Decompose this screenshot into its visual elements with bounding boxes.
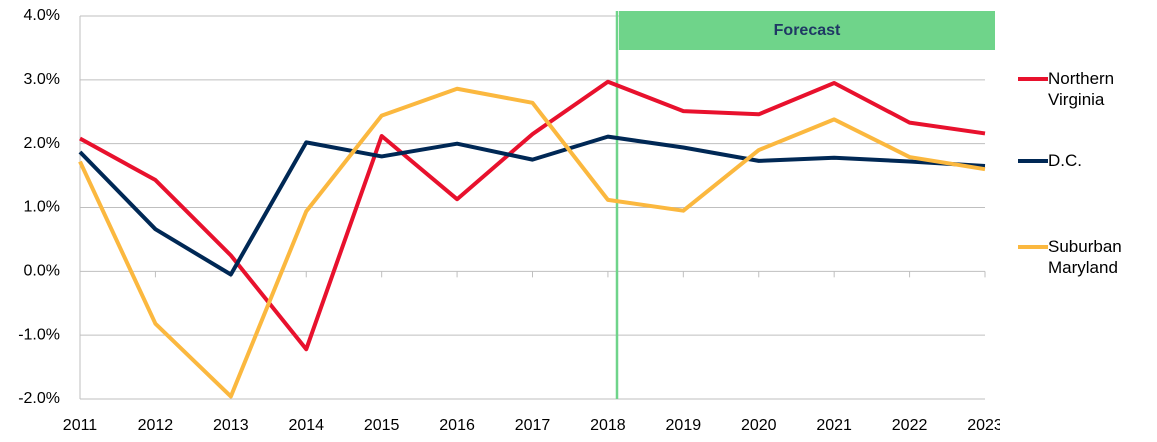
series-line	[78, 134, 986, 277]
forecast-label: Forecast	[774, 22, 841, 39]
legend-swatch	[1018, 77, 1048, 81]
y-tick-label: 4.0%	[24, 7, 60, 24]
x-tick-label: 2016	[439, 417, 475, 434]
x-tick-label: 2017	[515, 417, 551, 434]
legend-label: D.C.	[1048, 151, 1082, 170]
y-tick-label: 1.0%	[24, 199, 60, 216]
x-tick-label: 2013	[213, 417, 249, 434]
y-tick-label: 3.0%	[24, 71, 60, 88]
x-tick-label: 2014	[288, 417, 324, 434]
series-line	[78, 86, 986, 399]
legend-item: Suburban Maryland	[1018, 236, 1138, 278]
legend-swatch	[1018, 159, 1048, 163]
x-tick-label: 2022	[892, 417, 928, 434]
y-tick-label: 0.0%	[24, 263, 60, 280]
x-tick-label: 2019	[666, 417, 702, 434]
x-tick-label: 2011	[63, 417, 98, 434]
x-tick-label: 2018	[590, 417, 626, 434]
series-line	[79, 79, 986, 352]
legend-label: Suburban Maryland	[1048, 237, 1122, 277]
y-tick-label: 2.0%	[24, 135, 60, 152]
x-tick-label: 2021	[816, 417, 852, 434]
x-tick-label: 2020	[741, 417, 777, 434]
forecast-box	[619, 11, 995, 50]
chart: Forecast -2.0% -1.0% 0.0% 1.0% 2.0% 3.0% 4.0% 2…	[18, 7, 1000, 434]
y-tick-label: -1.0%	[18, 326, 60, 343]
x-tick-label: 2012	[138, 417, 174, 434]
legend-item: Northern Virginia	[1018, 68, 1138, 110]
y-tick-label: -2.0%	[18, 390, 60, 407]
x-tick-label: 2023	[967, 417, 1000, 434]
x-tick-label: 2015	[364, 417, 400, 434]
legend-swatch	[1018, 245, 1048, 249]
legend-item: D.C.	[1018, 150, 1157, 171]
legend-label: Northern Virginia	[1048, 69, 1115, 109]
